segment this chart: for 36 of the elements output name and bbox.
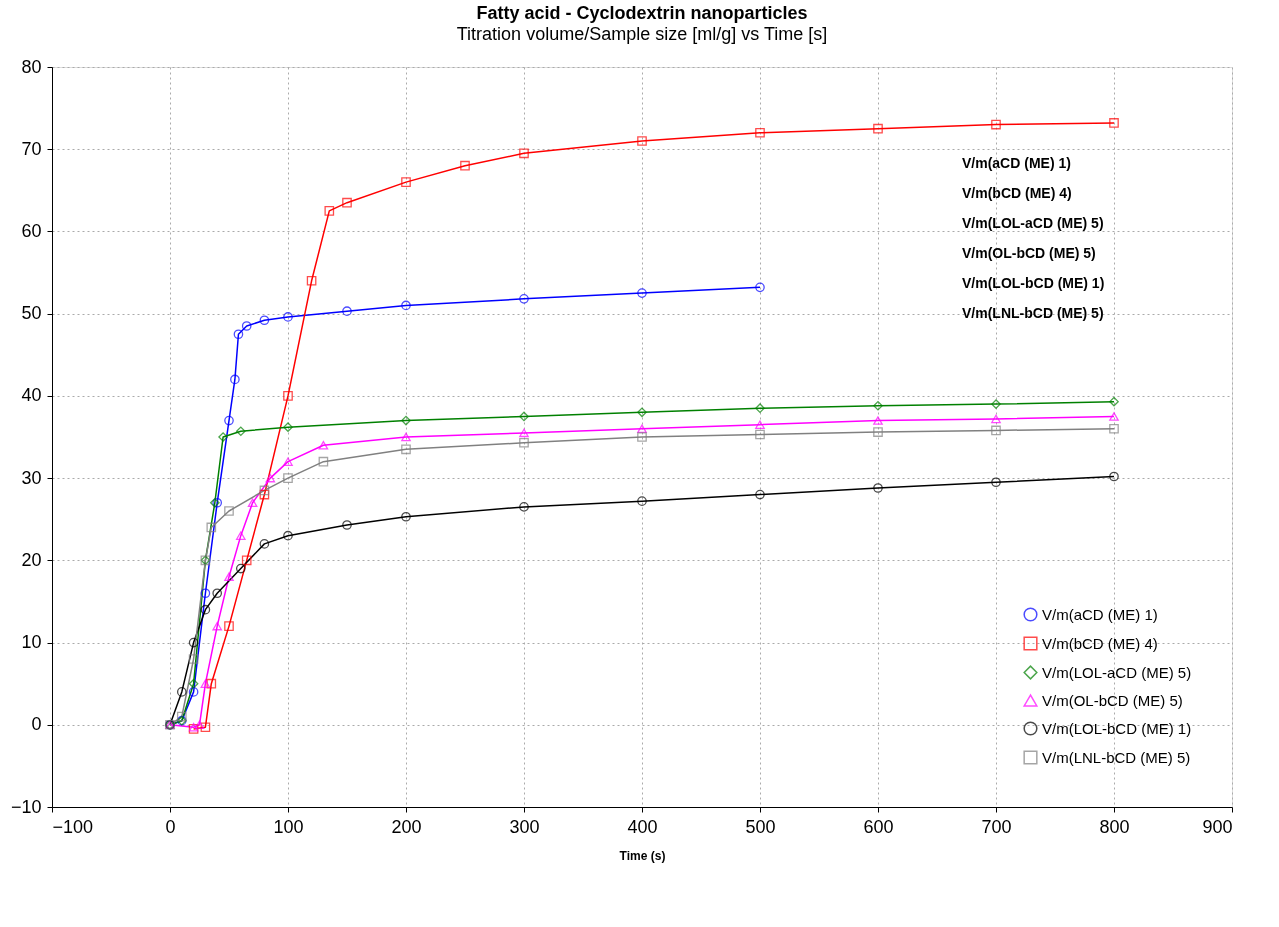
annotation: V/m(LOL-bCD (ME) 1)	[962, 275, 1105, 291]
annotation: V/m(OL-bCD (ME) 5)	[962, 245, 1096, 261]
y-tick-label: 50	[21, 303, 42, 324]
y-tick-label: 80	[21, 56, 42, 77]
annotation: V/m(bCD (ME) 4)	[962, 185, 1072, 201]
y-tick-label: 70	[21, 138, 42, 159]
annotation: V/m(aCD (ME) 1)	[962, 155, 1071, 171]
x-tick-label: 200	[391, 816, 422, 837]
legend-label: V/m(LOL-bCD (ME) 1)	[1042, 719, 1192, 737]
x-tick-label: 800	[1099, 816, 1130, 837]
y-tick-label: 0	[31, 714, 42, 735]
y-tick-label: 10	[21, 632, 42, 653]
legend-label: V/m(LOL-aCD (ME) 5)	[1042, 663, 1192, 681]
chart-title: Fatty acid - Cyclodextrin nanoparticles	[476, 3, 808, 23]
annotation: V/m(LOL-aCD (ME) 5)	[962, 215, 1104, 231]
x-axis-title: Time (s)	[619, 848, 666, 863]
y-tick-label: 20	[21, 549, 42, 570]
x-tick-label: −100	[52, 816, 94, 837]
legend-label: V/m(aCD (ME) 1)	[1042, 605, 1158, 623]
x-tick-label: 300	[509, 816, 540, 837]
legend-label: V/m(bCD (ME) 4)	[1042, 634, 1158, 652]
x-tick-label: 100	[273, 816, 304, 837]
legend-label: V/m(OL-bCD (ME) 5)	[1042, 691, 1183, 709]
x-tick-label: 500	[745, 816, 776, 837]
y-tick-label: 40	[21, 385, 42, 406]
y-tick-label: 60	[21, 220, 42, 241]
y-tick-label: 30	[21, 467, 42, 488]
legend-label: V/m(LNL-bCD (ME) 5)	[1042, 748, 1191, 766]
annotation: V/m(LNL-bCD (ME) 5)	[962, 305, 1104, 321]
x-tick-label: 700	[981, 816, 1012, 837]
y-tick-label: −10	[10, 796, 42, 817]
x-tick-label: 0	[165, 816, 176, 837]
chart-subtitle: Titration volume/Sample size [ml/g] vs Time [s]	[456, 24, 828, 44]
x-tick-label: 600	[863, 816, 894, 837]
x-tick-label: 400	[627, 816, 658, 837]
x-tick-label: 900	[1202, 816, 1233, 837]
